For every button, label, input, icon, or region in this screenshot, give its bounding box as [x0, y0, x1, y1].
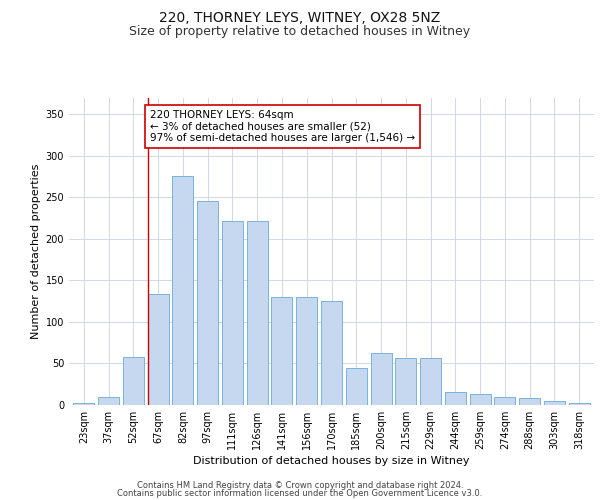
Text: Size of property relative to detached houses in Witney: Size of property relative to detached ho… [130, 25, 470, 38]
Bar [73, 404, 94, 405]
Bar [98, 396, 119, 405]
Text: 220 THORNEY LEYS: 64sqm
← 3% of detached houses are smaller (52)
97% of semi-det: 220 THORNEY LEYS: 64sqm ← 3% of detached… [150, 110, 415, 143]
Bar [271, 297, 292, 405]
Bar [494, 396, 515, 405]
Y-axis label: Number of detached properties: Number of detached properties [31, 164, 41, 339]
Bar [247, 220, 268, 405]
Bar [371, 354, 392, 405]
Bar [395, 358, 416, 405]
Bar [420, 358, 441, 405]
Bar [172, 176, 193, 405]
Bar [569, 404, 590, 405]
Bar [123, 357, 144, 405]
Bar [222, 220, 243, 405]
Bar [148, 294, 169, 405]
Bar [445, 392, 466, 405]
Bar [544, 401, 565, 405]
Bar [470, 394, 491, 405]
X-axis label: Distribution of detached houses by size in Witney: Distribution of detached houses by size … [193, 456, 470, 466]
Bar [346, 368, 367, 405]
Text: Contains HM Land Registry data © Crown copyright and database right 2024.: Contains HM Land Registry data © Crown c… [137, 480, 463, 490]
Bar [519, 398, 540, 405]
Text: Contains public sector information licensed under the Open Government Licence v3: Contains public sector information licen… [118, 489, 482, 498]
Text: 220, THORNEY LEYS, WITNEY, OX28 5NZ: 220, THORNEY LEYS, WITNEY, OX28 5NZ [160, 12, 440, 26]
Bar [321, 301, 342, 405]
Bar [296, 297, 317, 405]
Bar [197, 202, 218, 405]
